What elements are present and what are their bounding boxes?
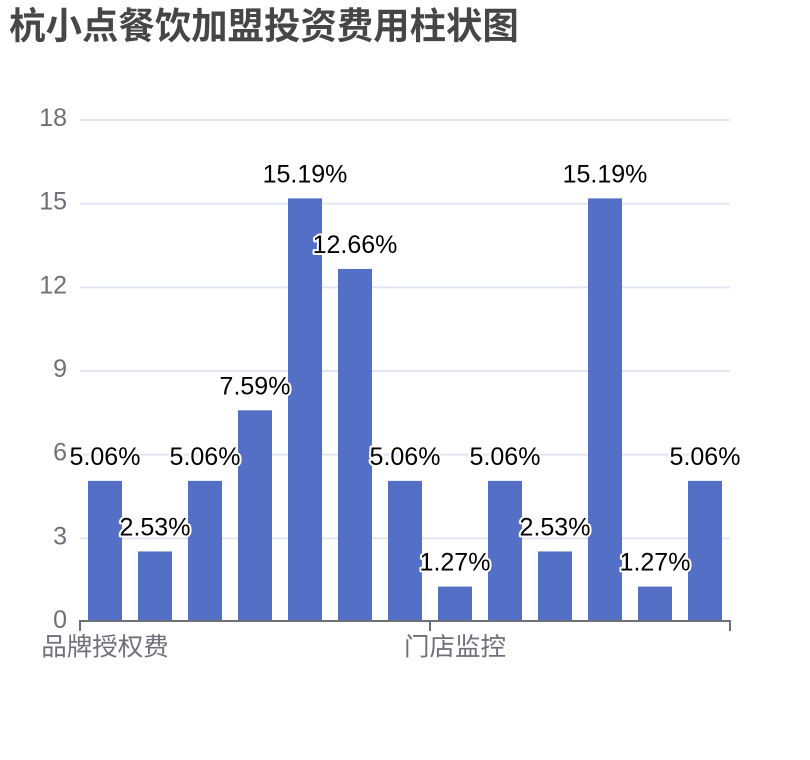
svg-text:2.53%: 2.53% [520,513,591,541]
svg-text:12: 12 [39,271,67,299]
svg-text:18: 18 [39,104,67,132]
svg-text:3: 3 [53,522,67,550]
svg-text:5.06%: 5.06% [470,443,541,471]
svg-text:15.19%: 15.19% [563,160,648,188]
svg-text:12.66%: 12.66% [313,231,398,259]
svg-text:9: 9 [53,355,67,383]
svg-text:5.06%: 5.06% [170,443,241,471]
svg-text:5.06%: 5.06% [670,443,741,471]
svg-text:5.06%: 5.06% [70,443,141,471]
svg-text:1.27%: 1.27% [620,549,691,577]
svg-text:15: 15 [39,188,67,216]
svg-text:5.06%: 5.06% [370,443,441,471]
svg-text:1.27%: 1.27% [420,549,491,577]
svg-text:2.53%: 2.53% [120,513,191,541]
svg-text:0: 0 [53,606,67,634]
svg-text:15.19%: 15.19% [263,160,348,188]
svg-text:6: 6 [53,439,67,467]
svg-text:7.59%: 7.59% [220,372,291,400]
